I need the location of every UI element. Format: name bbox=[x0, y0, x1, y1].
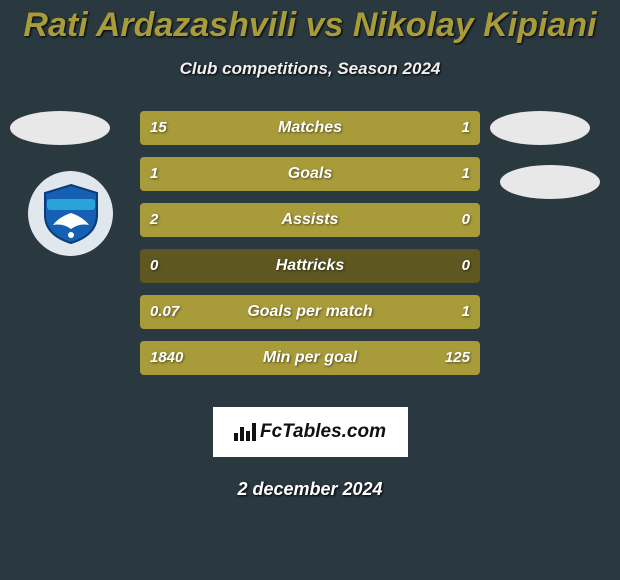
page-subtitle: Club competitions, Season 2024 bbox=[0, 59, 620, 79]
stat-label: Goals per match bbox=[140, 295, 480, 329]
stat-row: 20Assists bbox=[140, 203, 480, 237]
logo-label: FcTables.com bbox=[260, 421, 386, 443]
comparison-grid: 151Matches 11Goals 20Assists 00Hattricks 0.0… bbox=[0, 111, 620, 401]
stat-row: 1840125Min per goal bbox=[140, 341, 480, 375]
player-right-oval-2 bbox=[500, 165, 600, 199]
stat-bars: 151Matches 11Goals 20Assists 00Hattricks 0.0… bbox=[140, 111, 480, 387]
stat-label: Matches bbox=[140, 111, 480, 145]
player-left-oval bbox=[10, 111, 110, 145]
source-logo: FcTables.com bbox=[213, 407, 408, 457]
stat-row: 0.071Goals per match bbox=[140, 295, 480, 329]
stat-label: Min per goal bbox=[140, 341, 480, 375]
stat-label: Assists bbox=[140, 203, 480, 237]
club-crest-icon bbox=[41, 183, 101, 245]
stat-row: 00Hattricks bbox=[140, 249, 480, 283]
snapshot-date: 2 december 2024 bbox=[0, 479, 620, 500]
player-left-club-badge bbox=[28, 171, 113, 256]
stat-row: 151Matches bbox=[140, 111, 480, 145]
stat-label: Hattricks bbox=[140, 249, 480, 283]
page-title: Rati Ardazashvili vs Nikolay Kipiani bbox=[0, 0, 620, 45]
bars-icon bbox=[234, 423, 256, 441]
stat-label: Goals bbox=[140, 157, 480, 191]
stat-row: 11Goals bbox=[140, 157, 480, 191]
source-logo-text: FcTables.com bbox=[234, 421, 386, 443]
player-right-oval-1 bbox=[490, 111, 590, 145]
